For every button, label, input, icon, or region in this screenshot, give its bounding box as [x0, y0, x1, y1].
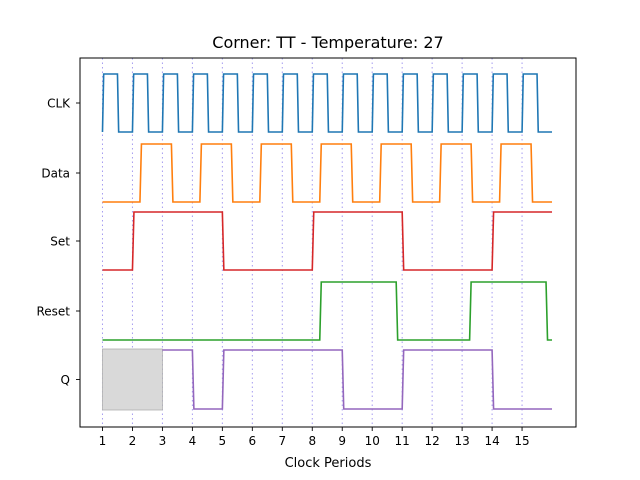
x-tick-label-15: 15: [514, 434, 529, 448]
x-tick-label-6: 6: [249, 434, 257, 448]
y-tick-label-reset: Reset: [36, 305, 70, 319]
series-reset-line: [102, 281, 553, 341]
x-axis-label: Clock Periods: [285, 456, 372, 471]
x-tick-label-1: 1: [99, 434, 107, 448]
x-tick-label-11: 11: [395, 434, 410, 448]
x-tick-label-12: 12: [425, 434, 440, 448]
x-tick-label-2: 2: [129, 434, 137, 448]
shaded-region: [102, 348, 163, 411]
x-tick-label-14: 14: [484, 434, 499, 448]
x-tick-label-5: 5: [219, 434, 227, 448]
chart-title: Corner: TT - Temperature: 27: [212, 33, 443, 52]
y-tick-label-data: Data: [41, 167, 70, 181]
series-q-line: [162, 349, 553, 410]
x-tick-label-8: 8: [308, 434, 316, 448]
x-tick-label-3: 3: [159, 434, 167, 448]
x-tick-label-4: 4: [189, 434, 197, 448]
series-data-line: [102, 143, 553, 203]
series-clk-line: [101, 73, 553, 133]
x-tick-label-9: 9: [338, 434, 346, 448]
shaded-region-q: [102, 348, 163, 411]
y-tick-label-q: Q: [61, 373, 70, 387]
x-tick-label-13: 13: [454, 434, 469, 448]
y-axis-ticks: CLK Data Set Reset Q: [36, 97, 80, 387]
x-tick-label-10: 10: [365, 434, 380, 448]
x-axis-ticks: 1 2 3 4 5 6 7 8 9 10 11 12 13 14 15: [99, 427, 530, 448]
y-tick-label-set: Set: [50, 235, 70, 249]
x-tick-label-7: 7: [278, 434, 286, 448]
plot-frame: [79, 57, 577, 428]
y-tick-label-clk: CLK: [47, 97, 71, 111]
series-set-line: [102, 211, 553, 271]
signal-traces: [101, 73, 553, 410]
